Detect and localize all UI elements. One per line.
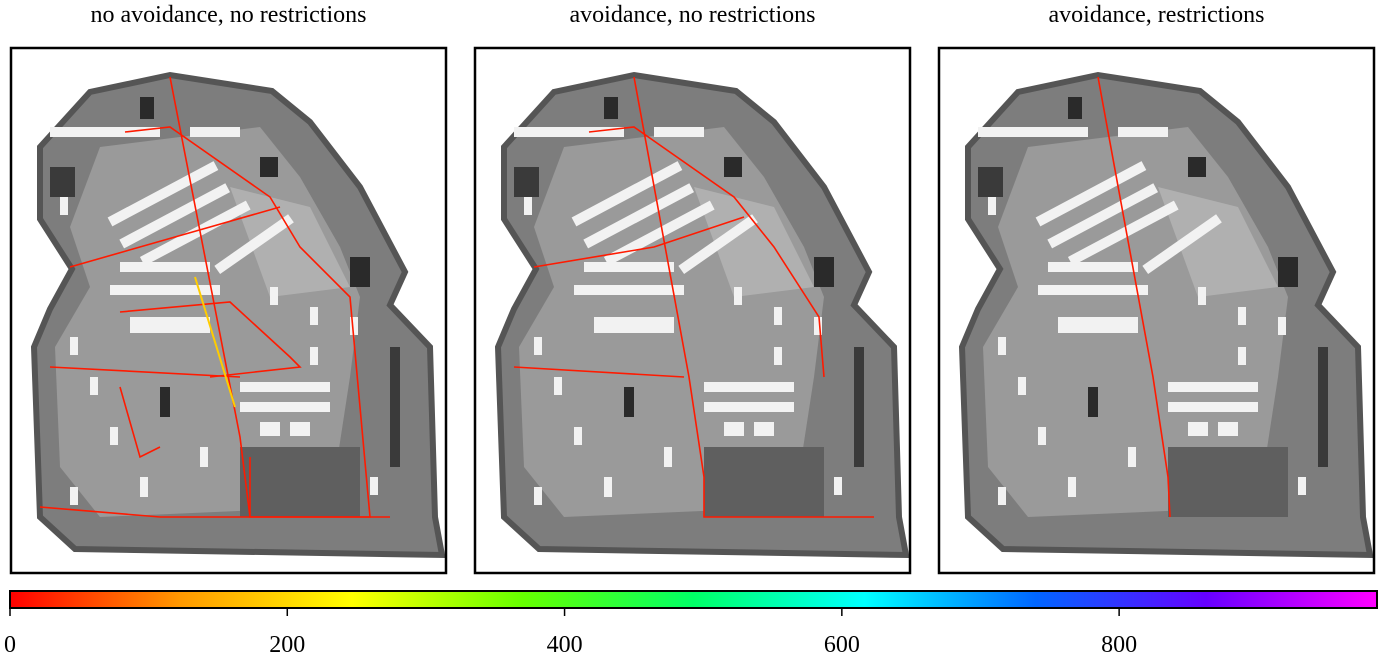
tick-label: 800 (1101, 632, 1137, 658)
panel (938, 47, 1375, 574)
panel (474, 47, 911, 574)
panel-title: no avoidance, no restrictions (91, 2, 367, 28)
tick-label: 200 (269, 632, 305, 658)
colorbar (10, 591, 1377, 608)
panel (10, 47, 447, 574)
panel-title: avoidance, no restrictions (570, 2, 816, 28)
panel-title: avoidance, restrictions (1049, 2, 1265, 28)
tick-label: 0 (4, 632, 16, 658)
tick-label: 600 (824, 632, 860, 658)
figure: no avoidance, no restrictions avoidance, … (0, 0, 1384, 662)
tick-label: 400 (547, 632, 583, 658)
